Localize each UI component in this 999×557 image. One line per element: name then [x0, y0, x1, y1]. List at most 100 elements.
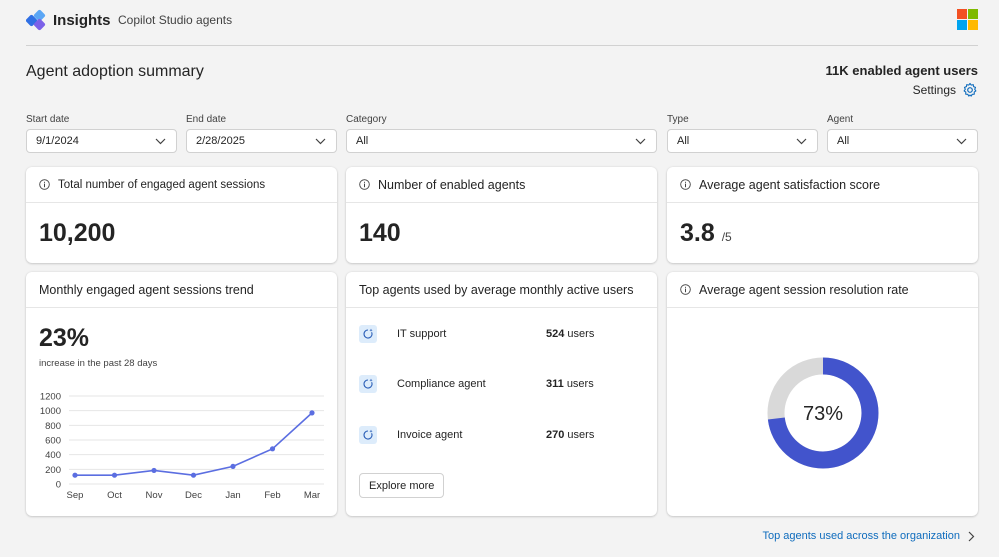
chevron-down-icon	[315, 138, 326, 144]
filter-label: Type	[667, 114, 689, 125]
insights-logo-icon	[26, 9, 46, 31]
resolution-value: 73%	[803, 403, 843, 425]
card-header: Average agent session resolution rate	[667, 272, 978, 308]
filter-label: Agent	[827, 114, 854, 125]
filter-label: Category	[346, 114, 387, 125]
resolution-donut-chart: 73%	[767, 357, 879, 469]
type-dropdown[interactable]: All	[667, 129, 818, 153]
data-point	[111, 472, 118, 478]
card-header: Top agents used by average monthly activ…	[346, 272, 657, 308]
dropdown-value: 9/1/2024	[36, 135, 79, 147]
x-tick-label: Sep	[67, 490, 84, 501]
filter-end-date: End date 2/28/2025	[186, 114, 337, 153]
top-bar: Insights Copilot Studio agents	[0, 0, 999, 45]
filter-label: End date	[186, 114, 227, 125]
satisfaction-value: 3.8	[680, 219, 715, 247]
agent-icon	[359, 426, 377, 444]
enabled-agents-card: Number of enabled agents 140	[346, 167, 657, 263]
x-tick-label: Dec	[185, 490, 202, 501]
agent-name: Invoice agent	[397, 429, 463, 441]
card-header: Average agent satisfaction score	[667, 167, 978, 203]
trend-percent: 23%	[39, 324, 90, 352]
agent-user-count: 524	[546, 328, 565, 340]
chevron-down-icon	[796, 138, 807, 144]
card-title: Average agent satisfaction score	[699, 177, 881, 192]
agent-user-unit: users	[567, 429, 595, 441]
x-tick-label: Nov	[146, 490, 163, 501]
agent-icon	[359, 375, 377, 393]
data-point	[190, 472, 197, 478]
app-subtitle: Copilot Studio agents	[118, 13, 233, 27]
app-name: Insights	[53, 12, 111, 29]
category-dropdown[interactable]: All	[346, 129, 657, 153]
data-point	[309, 410, 315, 416]
dropdown-value: All	[356, 135, 369, 147]
enabled-users-count: 11K enabled agent users	[825, 63, 978, 78]
data-point	[269, 446, 276, 452]
y-tick-label: 400	[45, 450, 61, 461]
satisfaction-suffix: /5	[721, 230, 732, 244]
series-line	[75, 412, 313, 477]
sessions-value: 10,200	[39, 219, 116, 247]
filter-label: Start date	[26, 114, 70, 125]
info-icon[interactable]	[39, 179, 50, 190]
start-date-dropdown[interactable]: 9/1/2024	[26, 129, 177, 153]
x-tick-label: Oct	[107, 490, 122, 501]
y-tick-label: 1200	[40, 392, 61, 403]
chevron-down-icon	[155, 138, 166, 144]
agent-dropdown[interactable]: All	[827, 129, 978, 153]
footer-link-label: Top agents used across the organization	[762, 530, 960, 542]
x-tick-label: Jan	[225, 490, 240, 501]
settings-button[interactable]: Settings	[913, 82, 978, 98]
agent-users: 270 users	[546, 429, 594, 441]
sessions-trend-chart: 0 200 400 600 800 1000 1200 Sep Oct Nov Dec Jan Feb M…	[40, 392, 324, 501]
filter-category: Category All	[346, 114, 657, 153]
data-point	[72, 472, 78, 478]
card-title: Top agents used by average monthly activ…	[359, 282, 634, 297]
card-header: Monthly engaged agent sessions trend	[26, 272, 337, 308]
info-icon[interactable]	[680, 179, 691, 190]
satisfaction-card: Average agent satisfaction score 3.8 /5	[667, 167, 978, 263]
settings-label: Settings	[912, 83, 956, 97]
trend-note: increase in the past 28 days	[39, 358, 158, 369]
data-point	[230, 463, 236, 469]
y-tick-label: 600	[45, 436, 61, 447]
page-title: Agent adoption summary	[26, 63, 204, 80]
list-item[interactable]: Compliance agent 311 users	[359, 374, 649, 394]
list-item[interactable]: IT support 524 users	[359, 324, 649, 344]
info-icon[interactable]	[680, 284, 691, 295]
agent-users: 524 users	[546, 328, 594, 340]
top-agents-org-link[interactable]: Top agents used across the organization	[762, 530, 975, 542]
info-icon[interactable]	[359, 179, 370, 190]
x-tick-label: Feb	[264, 490, 280, 501]
chevron-down-icon	[956, 138, 967, 144]
end-date-dropdown[interactable]: 2/28/2025	[186, 129, 337, 153]
y-tick-label: 1000	[40, 406, 61, 417]
list-item[interactable]: Invoice agent 270 users	[359, 425, 649, 445]
agent-user-count: 311	[546, 378, 564, 390]
filter-start-date: Start date 9/1/2024	[26, 114, 177, 153]
agent-icon	[359, 325, 377, 343]
card-title: Number of enabled agents	[378, 177, 526, 192]
agent-user-count: 270	[546, 429, 565, 441]
filter-type: Type All	[667, 114, 818, 153]
explore-more-button[interactable]: Explore more	[359, 473, 445, 498]
satisfaction-score: 3.8 /5	[680, 219, 732, 248]
trend-card: Monthly engaged agent sessions trend 23%…	[26, 272, 337, 516]
top-agents-card: Top agents used by average monthly activ…	[346, 272, 657, 516]
card-header: Total number of engaged agent sessions	[26, 167, 337, 203]
sessions-card: Total number of engaged agent sessions 1…	[26, 167, 337, 263]
y-tick-label: 200	[45, 465, 61, 476]
card-title: Average agent session resolution rate	[699, 282, 909, 297]
agent-user-unit: users	[566, 378, 594, 390]
x-tick-label: Mar	[304, 490, 320, 501]
card-title: Monthly engaged agent sessions trend	[39, 282, 254, 297]
microsoft-logo-icon	[957, 9, 978, 30]
resolution-card: Average agent session resolution rate 73…	[667, 272, 978, 516]
y-tick-label: 800	[45, 421, 61, 432]
chevron-right-icon	[968, 531, 975, 541]
gear-icon	[963, 82, 977, 97]
y-tick-label: 0	[56, 480, 61, 491]
data-point	[151, 467, 157, 474]
dropdown-value: All	[837, 135, 850, 147]
